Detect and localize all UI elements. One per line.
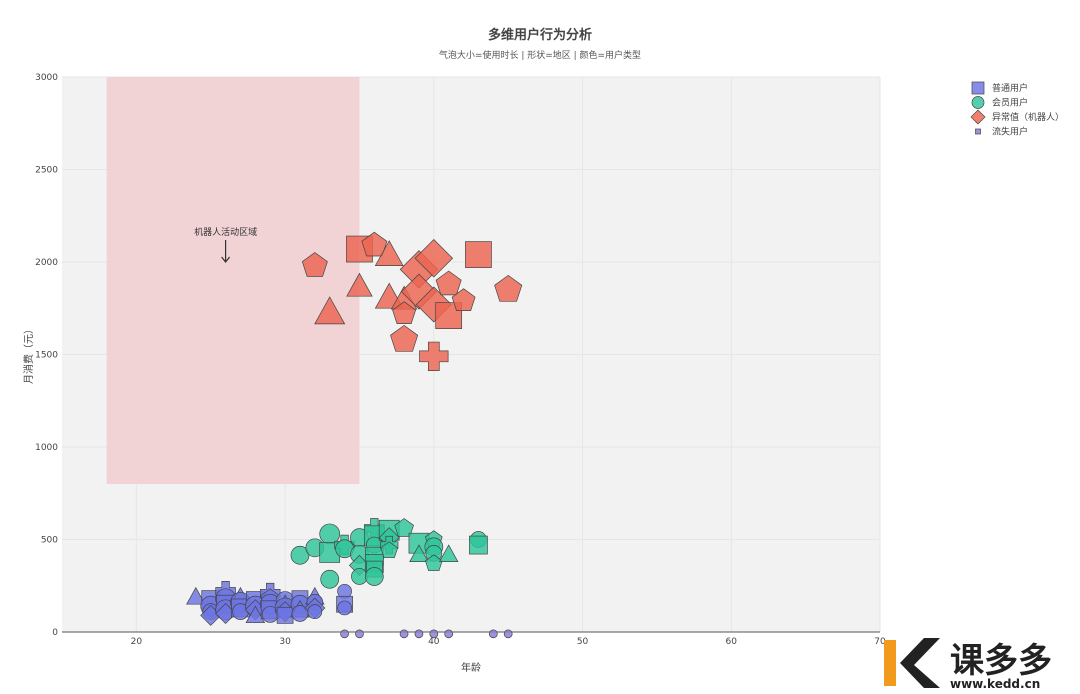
data-point (380, 541, 399, 559)
x-axis-ticks: 20 30 40 50 60 70 (131, 637, 886, 647)
data-point (337, 600, 352, 616)
data-point (394, 518, 414, 537)
data-point (245, 605, 266, 624)
data-point (414, 239, 454, 278)
series-会员用户 (290, 518, 488, 589)
data-point (307, 604, 323, 620)
legend-label: 异常值（机器人） (992, 111, 1064, 123)
series-异常值（机器人） (301, 231, 523, 371)
y-axis-ticks: 0 500 1000 1500 2000 2500 3000 (35, 73, 58, 638)
data-point (374, 240, 404, 266)
chart-title: 多维用户行为分析 (488, 27, 592, 43)
data-point (494, 274, 523, 302)
legend-symbol (971, 96, 985, 109)
data-point (399, 629, 409, 639)
data-point (390, 324, 419, 352)
y-tick-label: 2500 (35, 166, 58, 176)
data-point (276, 606, 294, 624)
data-point (355, 629, 364, 639)
data-point (409, 544, 429, 563)
data-point (451, 288, 476, 311)
y-tick-label: 1500 (35, 351, 58, 361)
y-tick-label: 1000 (35, 443, 58, 453)
series-普通用户 (186, 581, 353, 626)
data-point (435, 270, 462, 296)
data-point (361, 231, 388, 257)
legend-symbol (971, 81, 985, 95)
y-tick-label: 500 (41, 536, 58, 546)
series-流失用户 (340, 629, 513, 639)
data-points (186, 231, 523, 639)
watermark-url: www.kedd.cn (950, 677, 1040, 691)
legend-symbol (975, 128, 981, 135)
x-tick-label: 20 (131, 637, 143, 647)
y-axis-label: 月消费（元） (22, 324, 35, 384)
kedd-watermark: 课多多 www.kedd.cn (884, 638, 1052, 691)
data-point (469, 535, 488, 555)
watermark-logo-text: 课多多 (950, 641, 1052, 681)
x-tick-label: 70 (874, 637, 886, 647)
data-point (290, 545, 310, 565)
legend-symbol (970, 109, 986, 125)
data-point (392, 301, 417, 324)
y-tick-label: 2000 (35, 258, 58, 268)
data-point (419, 341, 449, 371)
data-point (429, 629, 439, 639)
y-tick-label: 3000 (35, 73, 58, 83)
logo-k-arm-icon (900, 638, 940, 688)
data-point (186, 586, 206, 605)
annotation: 机器人活动区域 (194, 226, 257, 263)
data-point (503, 629, 513, 639)
data-point (444, 629, 454, 639)
annotation-text: 机器人活动区域 (194, 226, 257, 238)
x-tick-label: 40 (428, 637, 440, 647)
robot-activity-region (106, 77, 360, 484)
data-point (465, 241, 492, 268)
data-point (346, 272, 373, 297)
x-tick-label: 30 (279, 637, 291, 647)
data-point (364, 567, 384, 586)
chart-subtitle: 气泡大小=使用时长 | 形状=地区 | 颜色=用户类型 (439, 49, 641, 61)
x-tick-label: 50 (577, 637, 589, 647)
data-point (301, 252, 328, 277)
annotation-arrow-head (221, 256, 231, 263)
data-point (438, 544, 459, 563)
y-tick-label: 0 (52, 628, 58, 638)
data-point (414, 629, 424, 639)
x-tick-label: 60 (726, 637, 738, 647)
data-point (314, 296, 346, 325)
data-point (340, 629, 349, 639)
legend-label: 会员用户 (992, 97, 1028, 109)
data-point (320, 569, 340, 589)
logo-k-icon (884, 640, 896, 686)
data-point (488, 629, 498, 639)
legend-label: 流失用户 (992, 126, 1028, 138)
x-axis-label: 年龄 (461, 661, 481, 674)
legend-label: 普通用户 (992, 82, 1028, 94)
